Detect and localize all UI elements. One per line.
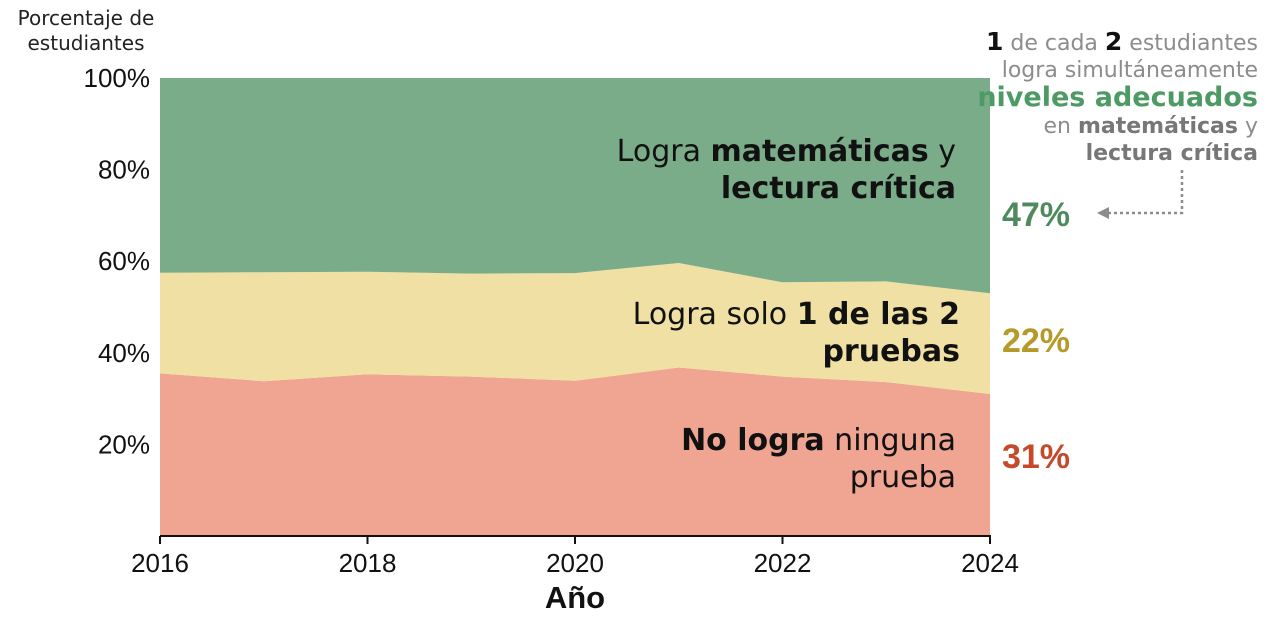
y-axis-title: Porcentaje de estudiantes bbox=[17, 6, 155, 55]
x-tick-label: 2024 bbox=[961, 548, 1019, 578]
area-none bbox=[160, 367, 990, 536]
y-tick-label: 40% bbox=[98, 338, 150, 368]
x-tick-label: 2020 bbox=[546, 548, 604, 578]
callout-annotation: 1 de cada 2 estudiantes logra simultánea… bbox=[977, 27, 1258, 166]
x-tick-label: 2022 bbox=[754, 548, 812, 578]
end-value-both: 47% bbox=[1002, 196, 1070, 234]
y-tick-label: 20% bbox=[98, 429, 150, 459]
area-both bbox=[160, 78, 990, 294]
end-value-none: 31% bbox=[1002, 438, 1070, 476]
label-both: Logra matemáticas y lectura crítica bbox=[616, 134, 956, 206]
area-one bbox=[160, 263, 990, 394]
label-one: Logra solo 1 de las 2 pruebas bbox=[632, 297, 960, 369]
label-none: No logra ninguna prueba bbox=[681, 423, 956, 495]
annotation-connector bbox=[1104, 170, 1184, 215]
end-value-one: 22% bbox=[1002, 322, 1070, 360]
y-tick-label: 100% bbox=[84, 63, 151, 93]
y-tick-label: 80% bbox=[98, 155, 150, 185]
y-tick-label: 60% bbox=[98, 246, 150, 276]
arrowhead-icon bbox=[1097, 207, 1109, 219]
x-axis-title: Año bbox=[545, 580, 605, 615]
x-tick-label: 2018 bbox=[339, 548, 397, 578]
x-tick-label: 2016 bbox=[131, 548, 189, 578]
